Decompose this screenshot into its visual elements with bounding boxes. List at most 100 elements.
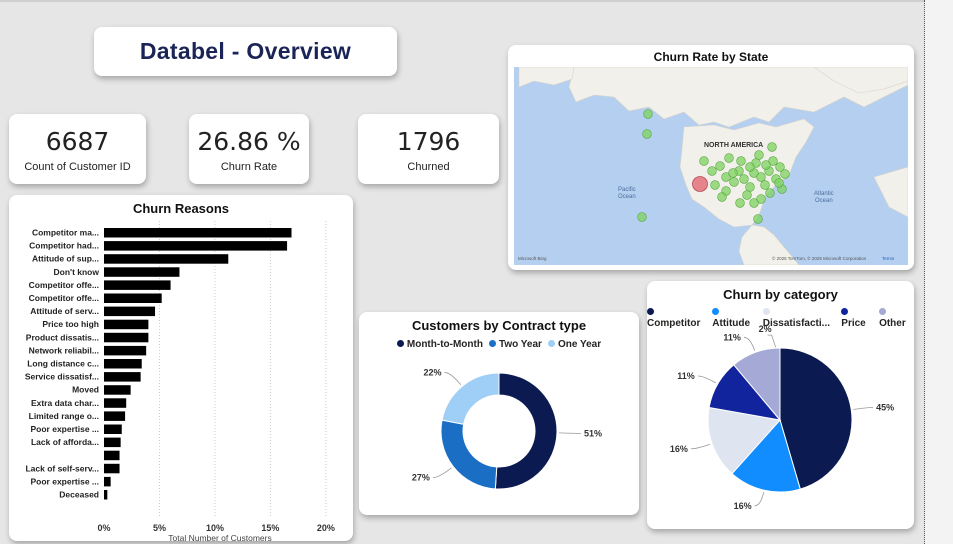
map-state-dot[interactable] (742, 190, 752, 200)
slice-data-label: 45% (876, 402, 894, 412)
map-state-dot[interactable] (710, 180, 720, 190)
map-state-dot[interactable] (749, 198, 759, 208)
bar-mark[interactable] (104, 306, 156, 317)
bar-mark[interactable] (104, 345, 147, 356)
bar-mark[interactable] (104, 254, 229, 264)
bar-mark[interactable] (104, 267, 180, 277)
map-state-dot[interactable] (707, 166, 717, 176)
map-state-dot[interactable] (745, 162, 755, 172)
bar-mark[interactable] (104, 463, 120, 474)
map-state-markers[interactable] (637, 109, 790, 224)
slice-data-label: 11% (677, 371, 695, 381)
map-state-dot[interactable] (765, 188, 775, 198)
map-state-dot[interactable] (760, 180, 770, 190)
map-state-dot[interactable] (756, 194, 766, 204)
legend-label: Attitude (712, 318, 751, 329)
churn-category-chart[interactable]: 45% 16% 16% 11% 11% 2% (647, 324, 914, 529)
bar-mark[interactable] (104, 411, 126, 421)
map-state-dot[interactable] (642, 129, 652, 139)
bar-mark[interactable] (104, 372, 141, 382)
legend-item[interactable]: Other (879, 307, 914, 329)
map-state-dot[interactable] (775, 162, 785, 172)
map-state-dot[interactable] (736, 156, 746, 166)
map-state-dot[interactable] (745, 182, 755, 192)
map-state-dot[interactable] (753, 214, 763, 224)
bar-category-label: Competitor offe... (29, 280, 99, 290)
legend-dot-icon (762, 308, 770, 315)
legend-item[interactable]: Month-to-Month (396, 339, 483, 350)
map-state-dot[interactable] (756, 172, 766, 182)
bar-mark[interactable] (104, 332, 149, 343)
map-state-dot[interactable] (715, 161, 725, 171)
bar-category-label: Don't know (54, 267, 100, 277)
churn-category-card[interactable]: Churn by category Competitor Attitude Diss… (647, 281, 914, 529)
bar-category-label: Attitude of sup... (32, 254, 99, 264)
legend-item[interactable]: Two Year (488, 339, 542, 350)
bar-mark[interactable] (104, 424, 122, 435)
churn-reasons-chart[interactable]: 0% 5% 10% 15% 20% Competitor ma... Competitor … (9, 217, 353, 541)
legend-item[interactable]: Competitor (647, 307, 707, 329)
bar-mark[interactable] (104, 228, 292, 238)
slice-data-label: 22% (424, 367, 442, 377)
map-state-dot[interactable] (721, 172, 731, 182)
bar-mark[interactable] (104, 398, 127, 408)
map-state-dot[interactable] (729, 177, 739, 187)
map-state-dot[interactable] (717, 192, 727, 202)
bar-mark[interactable] (104, 359, 142, 369)
contract-type-card[interactable]: Customers by Contract type Month-to-Mont… (359, 312, 639, 515)
map-state-dot[interactable] (739, 174, 749, 184)
bar-mark[interactable] (104, 319, 149, 330)
map-state-dot[interactable] (780, 169, 790, 179)
map-state-dot[interactable] (728, 168, 738, 178)
bar-mark[interactable] (104, 241, 288, 251)
bar-category-label: Extra data char... (31, 398, 99, 408)
churn-reasons-title: Churn Reasons (132, 201, 230, 216)
kpi-churn-rate-value: 26.86 % (197, 127, 301, 156)
legend-item[interactable]: Attitude (712, 307, 757, 329)
map-landmass (568, 67, 908, 128)
slice-mark[interactable] (731, 418, 801, 493)
bar-mark[interactable] (104, 437, 121, 448)
map-state-dot[interactable] (768, 156, 778, 166)
map-state-dot[interactable] (774, 178, 784, 188)
slice-mark[interactable] (733, 347, 781, 422)
map-state-dot[interactable] (761, 160, 771, 170)
map-state-dot[interactable] (637, 212, 647, 222)
map-terms-link[interactable]: Terms (882, 256, 895, 261)
slice-mark[interactable] (494, 372, 558, 490)
map-state-dot[interactable] (699, 156, 709, 166)
bar-mark[interactable] (104, 293, 162, 304)
map-state-dot[interactable] (767, 142, 777, 152)
legend-item[interactable]: One Year (547, 339, 602, 350)
bar-mark[interactable] (104, 385, 131, 395)
kpi-count-customers-value: 6687 (45, 127, 110, 156)
map-canvas[interactable]: NORTH AMERICA Pacific Ocean Atlantic Oce… (514, 67, 908, 265)
map-state-dot[interactable] (735, 198, 745, 208)
map-card[interactable]: Churn Rate by State NORTH AMERICA Pacifi… (508, 45, 914, 270)
bar-category-label: Limited range o... (29, 411, 99, 421)
legend-item[interactable]: Price (841, 307, 874, 329)
bar-mark[interactable] (104, 280, 171, 290)
legend-label: One Year (557, 339, 602, 350)
kpi-count-customers-card[interactable]: 6687 Count of Customer ID (9, 114, 146, 184)
map-state-dot[interactable] (754, 150, 764, 160)
legend-item[interactable]: Dissatisfacti... (762, 307, 837, 329)
churn-reasons-card[interactable]: Churn Reasons 0% 5% 10% 15% 20% Competitor ma… (9, 195, 353, 541)
slice-mark[interactable] (440, 419, 498, 490)
map-state-dot-highlight[interactable] (692, 176, 708, 192)
contract-type-chart[interactable]: 51% 27% 22% (359, 360, 639, 515)
kpi-churn-rate-card[interactable]: 26.86 % Churn Rate (189, 114, 309, 184)
slice-mark[interactable] (441, 372, 500, 425)
legend-label: Price (841, 318, 866, 329)
map-label-pacific-ocean: Ocean (618, 194, 636, 200)
bar-mark[interactable] (104, 450, 120, 461)
slice-leader-line (444, 372, 462, 386)
map-state-dot[interactable] (724, 153, 734, 163)
bar-mark[interactable] (104, 476, 111, 487)
map-land (518, 67, 908, 265)
slice-mark[interactable] (779, 347, 853, 490)
slice-mark[interactable] (707, 406, 781, 475)
kpi-churned-card[interactable]: 1796 Churned (358, 114, 499, 184)
bar-mark[interactable] (104, 490, 108, 500)
map-state-dot[interactable] (643, 109, 653, 119)
